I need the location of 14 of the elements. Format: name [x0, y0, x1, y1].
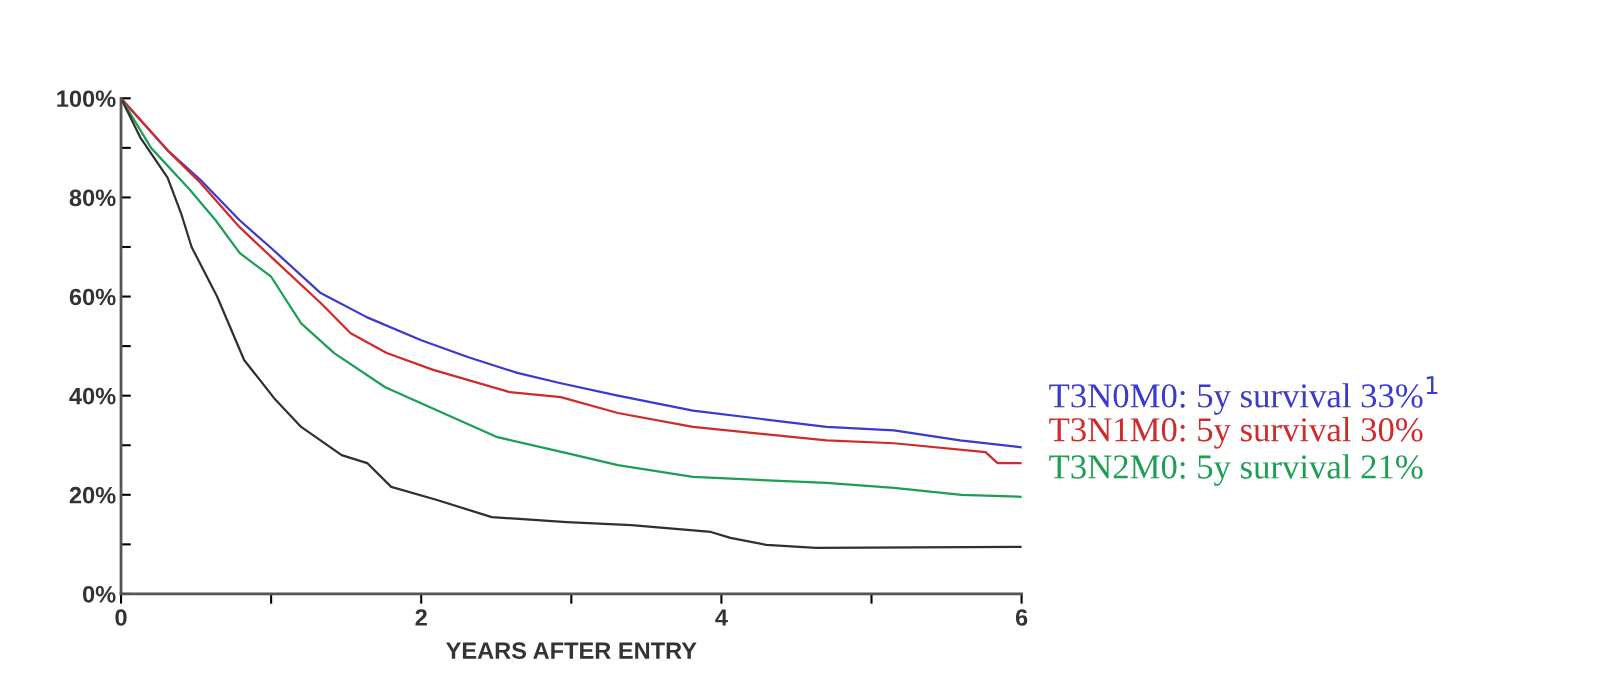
y-tick-label: 40%	[69, 387, 116, 405]
series-label: T3N0M0: 5y survival 33%$^{1}$	[1049, 376, 1438, 415]
y-tick-label: 20%	[69, 486, 116, 504]
series-label: T3N2M0: 5y survival 21%	[1049, 454, 1423, 486]
x-tick-label: 6	[1015, 609, 1028, 626]
x-axis-title: YEARS AFTER ENTRY	[446, 642, 697, 659]
y-tick-label: 0%	[82, 586, 116, 603]
x-tick-label: 2	[415, 609, 427, 626]
series-label: T3N1M0: 5y survival 30%	[1049, 417, 1423, 449]
y-tick-label: 100%	[57, 90, 116, 108]
x-tick-label: 0	[115, 609, 127, 626]
y-tick-label: 60%	[69, 288, 116, 306]
y-tick-label: 80%	[69, 189, 116, 207]
x-tick-label: 4	[715, 609, 728, 626]
